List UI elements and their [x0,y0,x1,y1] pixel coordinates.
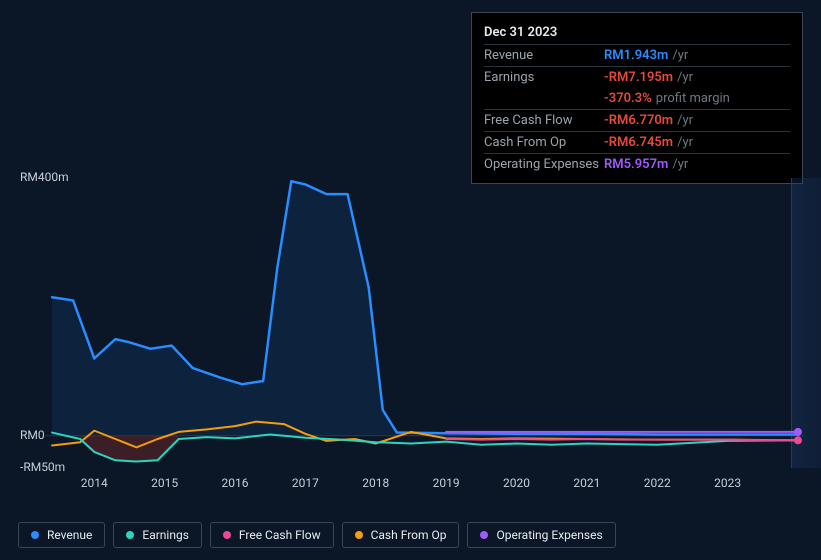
tooltip-row: Cash From Op-RM6.745m/yr [484,131,790,153]
tooltip-row-label: Revenue [484,48,604,63]
legend-label: Operating Expenses [496,528,602,542]
legend-dot [355,531,363,539]
tooltip-row-value: RM1.943m/yr [604,48,790,63]
legend-label: Cash From Op [371,528,447,542]
y-axis-label: RM0 [20,428,45,442]
tooltip-row-value: RM5.957m/yr [604,157,790,172]
legend-item-opex[interactable]: Operating Expenses [467,522,615,548]
x-axis-label: 2015 [151,476,178,490]
x-axis-label: 2014 [81,476,108,490]
legend-label: Free Cash Flow [239,528,321,542]
tooltip-row-label: Earnings [484,70,604,85]
series-fcf [446,439,798,440]
tooltip-row-label: Cash From Op [484,135,604,150]
legend-dot [223,531,231,539]
tooltip-row: RevenueRM1.943m/yr [484,44,790,66]
x-axis-label: 2018 [362,476,389,490]
legend-item-fcf[interactable]: Free Cash Flow [210,522,334,548]
tooltip-row-value: -RM6.745m/yr [604,135,790,150]
legend-dot [480,531,488,539]
data-tooltip: Dec 31 2023 RevenueRM1.943m/yrEarnings-R… [471,12,803,184]
tooltip-row: Earnings-RM7.195m/yr [484,66,790,88]
legend-item-earnings[interactable]: Earnings [113,522,202,548]
tooltip-date: Dec 31 2023 [484,21,790,44]
tooltip-row-value: -370.3%profit margin [604,91,790,106]
legend-dot [31,531,39,539]
tooltip-row-value: -RM7.195m/yr [604,70,790,85]
legend-label: Earnings [142,528,189,542]
x-axis-label: 2017 [292,476,319,490]
legend-dot [126,531,134,539]
x-axis-label: 2023 [714,476,741,490]
x-axis-label: 2022 [644,476,671,490]
legend-label: Revenue [47,528,92,542]
chart-legend: Revenue Earnings Free Cash Flow Cash From O… [18,522,616,548]
x-axis-label: 2016 [222,476,249,490]
tooltip-row: Free Cash Flow-RM6.770m/yr [484,109,790,131]
line-chart [45,178,805,468]
tooltip-row-label: Free Cash Flow [484,113,604,128]
x-axis-label: 2019 [433,476,460,490]
tooltip-row-label: Operating Expenses [484,157,604,172]
tooltip-row: -370.3%profit margin [484,88,790,109]
legend-item-cash[interactable]: Cash From Op [342,522,460,548]
x-axis-label: 2021 [573,476,600,490]
tooltip-row: Operating ExpensesRM5.957m/yr [484,153,790,175]
tooltip-row-value: -RM6.770m/yr [604,113,790,128]
legend-item-revenue[interactable]: Revenue [18,522,105,548]
x-axis-label: 2020 [503,476,530,490]
